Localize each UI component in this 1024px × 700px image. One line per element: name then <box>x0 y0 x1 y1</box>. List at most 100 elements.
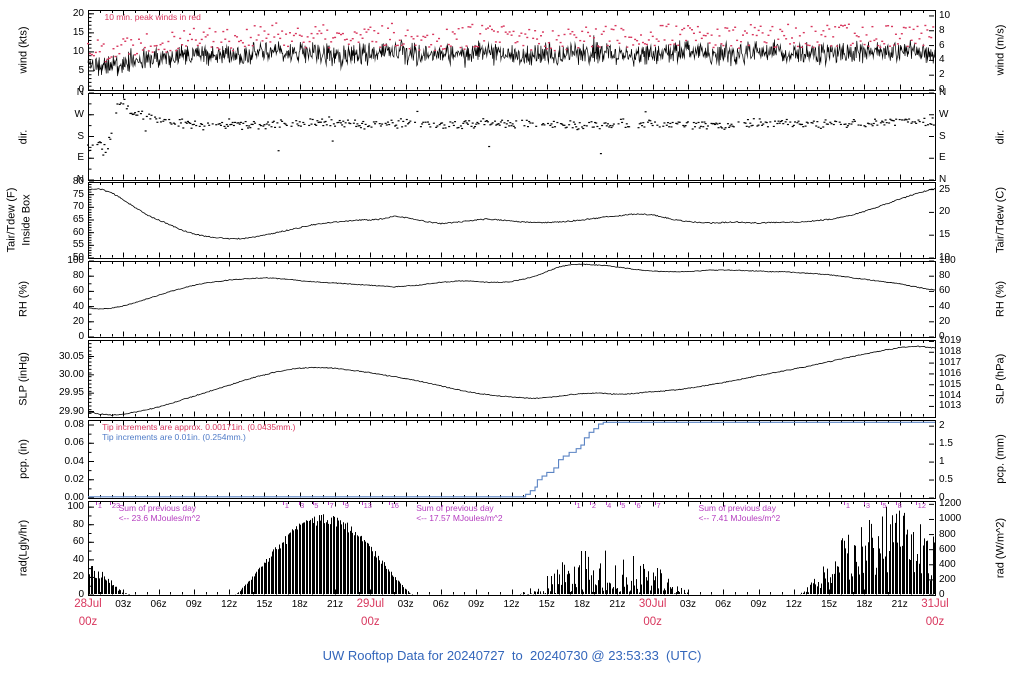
rad-cum-mark: 8 <box>897 501 902 510</box>
y-tick-label-left: 55 <box>72 239 84 251</box>
rad-cum-mark: 16 <box>390 501 399 510</box>
y-axis-title-right-temp: Tair/Tdew (C) <box>994 186 1007 254</box>
y-tick-label-left: 5 <box>78 64 84 76</box>
y-tick-label-right: W <box>939 108 949 120</box>
y-tick-label-left: 50 <box>72 252 84 263</box>
rad-cum-mark: 2 <box>591 501 596 510</box>
y-tick-label-left: 20 <box>72 571 84 583</box>
rad-sum-value-0: <-- 23.6 MJoules/m^2 <box>118 513 201 523</box>
x-day-label-3: 31Jul <box>921 598 949 610</box>
y-tick-label-left: 30.00 <box>58 368 84 380</box>
rad-cum-mark: 1 <box>576 501 581 510</box>
panel-annotation-wind-0: 10 min. peak winds in red <box>104 12 201 22</box>
y-axis-title-right-slp: SLP (hPa) <box>994 353 1007 404</box>
y-tick-label-left: N <box>76 174 84 185</box>
y-tick-label-left: 0.04 <box>64 455 84 467</box>
y-tick-label-left: 65 <box>72 214 84 225</box>
y-tick-label-right: 2 <box>939 69 945 81</box>
rad-sum-title-1: Sum of previous day <box>416 503 494 513</box>
y-tick-label-left: 80 <box>72 518 84 530</box>
y-tick-label-right: 1 <box>939 456 945 468</box>
y-tick-label-right: 600 <box>939 543 956 555</box>
y-tick-label-left: 10 <box>72 45 84 57</box>
y-tick-label-left: 100 <box>67 501 84 513</box>
x-day-time-0: 00z <box>78 616 98 628</box>
y-tick-label-left: 60 <box>72 285 84 297</box>
y-tick-label-right: N <box>939 174 947 185</box>
y-tick-label-right: 6 <box>939 39 945 51</box>
y-axis-title-right-rh: RH (%) <box>994 280 1007 318</box>
y-tick-label-left: 70 <box>72 201 84 213</box>
x-tick-label: 12z <box>221 599 238 610</box>
x-tick-label: 18z <box>291 599 308 610</box>
rad-cum-mark: 4 <box>607 501 612 510</box>
y-tick-label-left: 40 <box>72 553 84 565</box>
y-axis-title-right-rad: rad (W/m^2) <box>994 517 1007 579</box>
y-tick-label-right: 200 <box>939 573 956 585</box>
x-tick-label: 06z <box>715 599 732 610</box>
y-tick-label-right: 0.5 <box>939 474 953 486</box>
y-tick-label-right: E <box>939 152 946 164</box>
y-tick-label-left: 0.06 <box>64 437 84 449</box>
y-axis-title-left-slp: SLP (inHg) <box>17 351 30 406</box>
y-tick-label-right: S <box>939 130 946 142</box>
y-tick-label-right: 60 <box>939 285 951 297</box>
chart-title: UW Rooftop Data for 20240727 to 20240730… <box>322 648 702 663</box>
x-tick-label: 03z <box>397 599 414 610</box>
rad-sum-value-2: <-- 7.41 MJoules/m^2 <box>698 513 781 523</box>
y-tick-label-left: 75 <box>72 188 84 200</box>
rad-cum-mark: 23 <box>111 501 121 510</box>
x-tick-label: 06z <box>150 599 167 610</box>
x-tick-label: 03z <box>679 599 697 610</box>
y-tick-label-left: 0 <box>78 589 84 600</box>
x-day-time-1: 00z <box>361 616 380 628</box>
y-tick-label-right: 20 <box>939 315 951 327</box>
rad-cum-mark: 5 <box>882 501 887 510</box>
y-tick-label-left: 40 <box>72 300 84 312</box>
rad-cum-mark: 6 <box>636 501 641 510</box>
y-tick-label-left: 20 <box>72 315 84 327</box>
x-day-time-3: 00z <box>925 616 945 628</box>
y-tick-label-right: 4 <box>939 54 945 66</box>
y-axis-title-left-rad: rad(Lgly/hr) <box>17 519 30 577</box>
y-axis-title-left-dir: dir. <box>17 129 30 144</box>
y-tick-label-right: 1200 <box>939 498 962 510</box>
x-day-label-0: 28Jul <box>74 598 102 610</box>
x-tick-label: 12z <box>503 599 520 610</box>
x-tick-label: 09z <box>185 599 202 610</box>
y-tick-label-right: 0 <box>939 492 945 503</box>
x-tick-label: 15z <box>538 599 555 610</box>
y-tick-label-left: S <box>77 130 84 142</box>
y-tick-label-left: 80 <box>72 176 84 187</box>
y-tick-label-right: 10 <box>939 9 951 21</box>
rad-sum-value-1: <-- 17.57 MJoules/m^2 <box>416 513 503 523</box>
y-tick-label-left: 80 <box>72 270 84 282</box>
x-day-time-2: 00z <box>643 616 662 628</box>
y-tick-label-left: 0 <box>78 331 84 342</box>
x-tick-label: 18z <box>574 599 591 610</box>
x-tick-label: 15z <box>256 599 273 610</box>
y-tick-label-left: 29.95 <box>58 387 84 399</box>
y-axis-title-left-rh: RH (%) <box>17 280 30 318</box>
y-tick-label-right: 1016 <box>939 367 962 379</box>
y-axis-title-right-pcp: pcp. (mm) <box>994 434 1007 484</box>
y-tick-label-right: 20 <box>939 206 951 218</box>
y-tick-label-right: 400 <box>939 558 956 570</box>
y-tick-label-left: 20 <box>72 7 84 19</box>
x-tick-label: 03z <box>115 599 132 610</box>
y-tick-label-right: 0 <box>939 331 945 342</box>
y-tick-label-right: 1019 <box>939 335 962 347</box>
x-tick-label: 21z <box>609 599 626 610</box>
y-tick-label-right: 0 <box>939 84 945 95</box>
y-tick-label-right: 1013 <box>939 400 962 412</box>
rad-sum-title-2: Sum of previous day <box>698 503 777 513</box>
rad-cum-mark: 13 <box>363 501 372 510</box>
y-tick-label-right: 100 <box>939 255 956 266</box>
x-tick-label: 21z <box>891 599 908 610</box>
y-tick-label-left: 30.05 <box>58 350 84 362</box>
x-tick-label: 09z <box>750 599 767 610</box>
y-tick-label-right: 1014 <box>939 389 962 401</box>
rad-cum-mark: 12 <box>917 501 927 510</box>
